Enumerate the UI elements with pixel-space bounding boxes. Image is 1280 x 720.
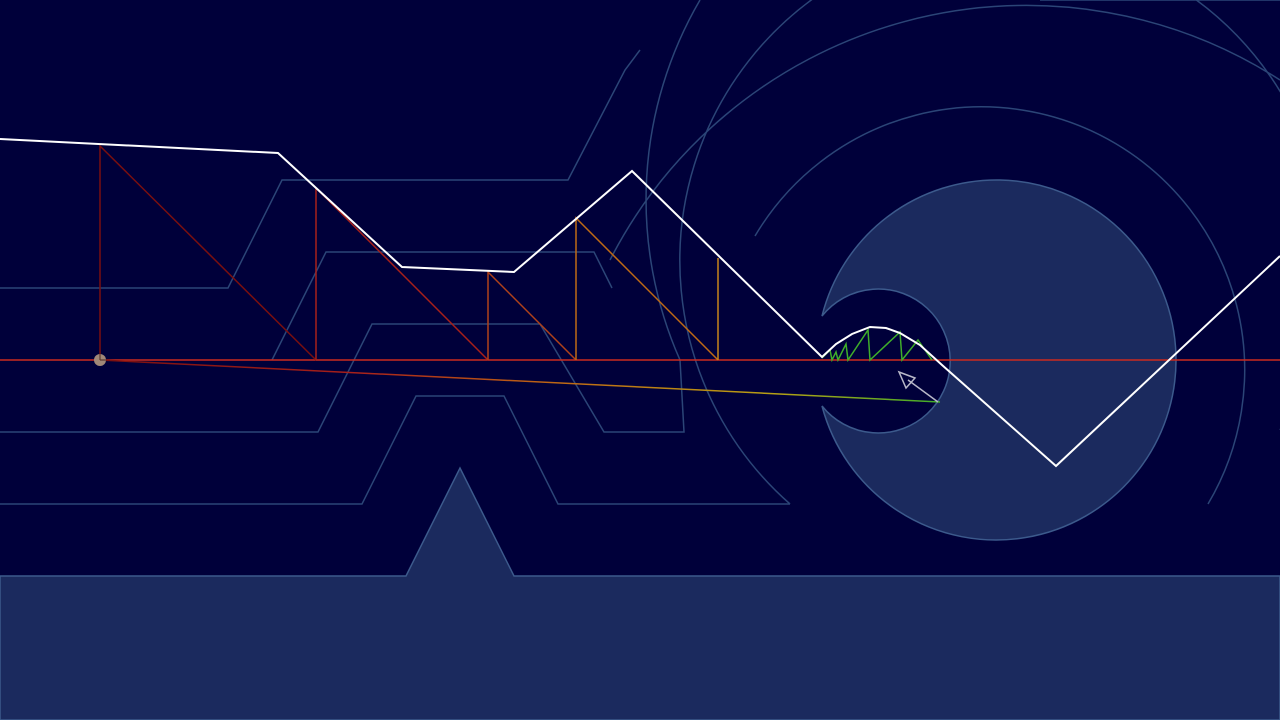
sawtooth-1 xyxy=(99,144,317,361)
ring-3 xyxy=(645,0,701,361)
ring-2 xyxy=(679,0,1280,505)
sawtooth-3 xyxy=(487,270,577,361)
outline-path-4 xyxy=(0,395,790,505)
ring-1 xyxy=(754,106,1246,505)
white-ray-path xyxy=(0,138,1280,468)
arrow-icon xyxy=(897,370,939,403)
ring-5 xyxy=(609,4,1280,261)
outline-path-1 xyxy=(0,49,641,289)
outline-path-2 xyxy=(271,251,613,361)
gradient-ray xyxy=(99,359,941,403)
ground-terrain xyxy=(0,466,1280,720)
sawtooth-6 xyxy=(821,327,933,363)
concentric-rings xyxy=(609,0,1280,505)
origin-marker-icon xyxy=(94,354,106,366)
